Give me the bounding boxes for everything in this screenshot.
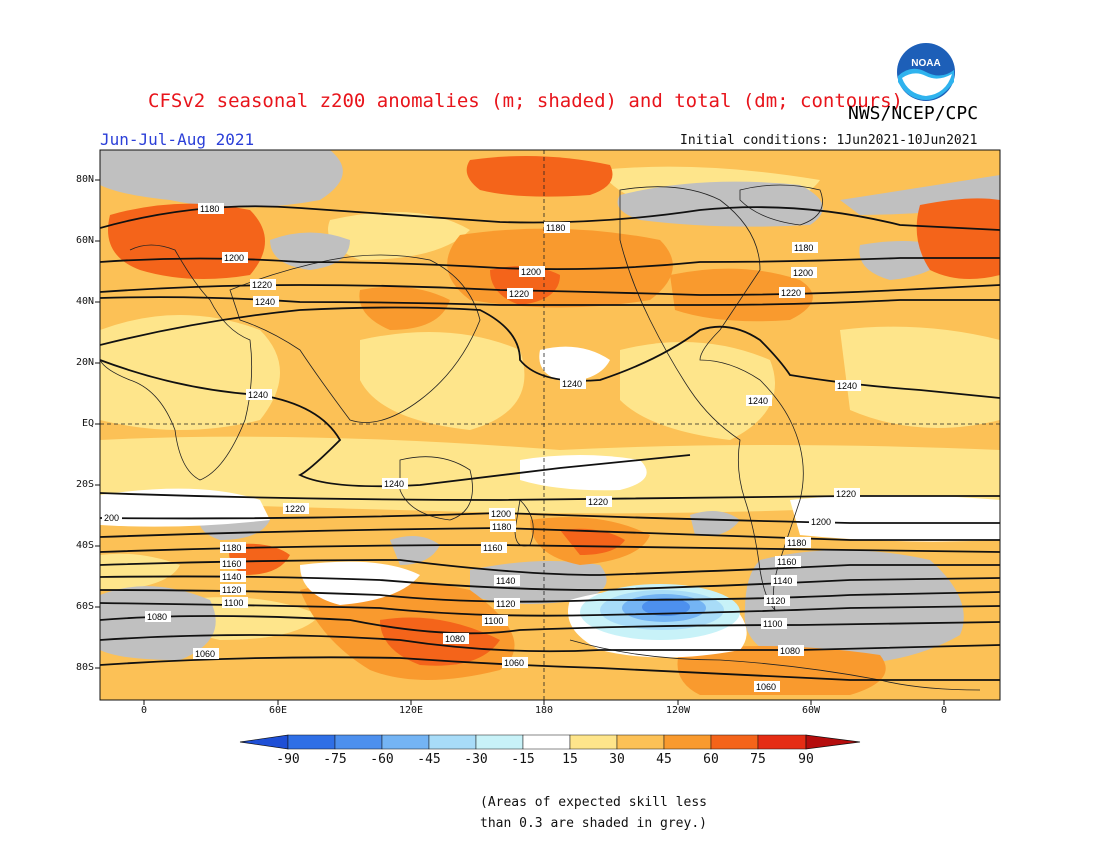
colorbar-label: 90 (798, 752, 814, 767)
colorbar-label: -45 (417, 752, 441, 767)
axis-ticks (95, 179, 945, 705)
contour-label: 1180 (546, 223, 565, 233)
contour-label: 1200 (811, 517, 831, 527)
lat-label: 40S (75, 540, 94, 551)
agency-label: NWS/NCEP/CPC (848, 103, 979, 124)
colorbar-swatch (663, 734, 712, 750)
contour-label: 1240 (837, 381, 857, 391)
contour-label: 1080 (780, 646, 800, 656)
contour-label: 1240 (562, 379, 582, 389)
lat-label: 80S (75, 662, 94, 673)
colorbar-label: 30 (609, 752, 625, 767)
contour-label: 1140 (773, 576, 792, 586)
contour-label: 200 (104, 513, 119, 523)
colorbar (239, 734, 861, 750)
chart-title: CFSv2 seasonal z200 anomalies (m; shaded… (148, 90, 903, 112)
contour-label: 1240 (384, 479, 404, 489)
colorbar-swatch (334, 734, 383, 750)
lon-label: 60W (801, 705, 821, 716)
colorbar-label: 45 (656, 752, 672, 767)
logo-text: NOAA (911, 58, 940, 69)
contour-label: 1180 (787, 538, 806, 548)
initial-conditions-label: Initial conditions: 1Jun2021-10Jun2021 (680, 133, 978, 148)
lat-label: 20N (75, 357, 94, 368)
colorbar-label: -75 (323, 752, 347, 767)
contour-label: 1100 (763, 619, 782, 629)
map-field (100, 150, 1000, 700)
contour-label: 1140 (496, 576, 515, 586)
logo-bird (902, 73, 952, 96)
colorbar-label: -90 (276, 752, 300, 767)
colorbar-swatch (428, 734, 477, 750)
contour-label: 1180 (222, 543, 241, 553)
colorbar-swatch (287, 734, 336, 750)
contour-label: 1200 (224, 253, 244, 263)
lat-label: 60N (75, 235, 94, 246)
contour-label: 1060 (504, 658, 524, 668)
colorbar-label: -15 (511, 752, 535, 767)
contour-label: 1220 (285, 504, 305, 514)
contour-label: 1200 (521, 267, 541, 277)
contour-label: 1160 (483, 543, 502, 553)
noaa-logo-icon: NOAA (897, 43, 955, 101)
lon-label: 60E (268, 705, 288, 716)
contour-label: 1120 (496, 599, 515, 609)
footnote-line-1: (Areas of expected skill less (480, 795, 707, 810)
lat-label: 20S (75, 479, 94, 490)
contour-label: 1220 (588, 497, 608, 507)
colorbar-swatch (475, 734, 524, 750)
colorbar-high-arrow (805, 734, 861, 750)
contour-label: 1220 (509, 289, 529, 299)
contour-label: 1220 (781, 288, 801, 298)
contour-label: 1180 (492, 522, 511, 532)
contour-label: 1180 (794, 243, 813, 253)
colorbar-label: 60 (703, 752, 719, 767)
lat-label: EQ (81, 418, 94, 429)
colorbar-swatch (381, 734, 430, 750)
contour-label: 1100 (224, 598, 243, 608)
contour-label: 1080 (147, 612, 167, 622)
colorbar-label: -30 (464, 752, 488, 767)
contour-label: 1240 (248, 390, 268, 400)
lon-label: 0 (940, 705, 948, 716)
colorbar-swatch (757, 734, 807, 750)
skill-footnote: (Areas of expected skill less than 0.3 a… (480, 792, 707, 834)
footnote-line-2: than 0.3 are shaded in grey.) (480, 816, 707, 831)
contour-label: 1060 (195, 649, 215, 659)
contour-label: 1200 (491, 509, 511, 519)
colorbar-swatch (569, 734, 618, 750)
contour-label: 1160 (777, 557, 796, 567)
lat-label: 80N (75, 174, 94, 185)
contour-label: 1240 (748, 396, 768, 406)
map-frame (99, 149, 1001, 701)
colorbar-low-arrow (239, 734, 289, 750)
lon-label: 120W (665, 705, 691, 716)
contour-label: 1220 (836, 489, 856, 499)
contour-label: 1100 (484, 616, 503, 626)
colorbar-label: -60 (370, 752, 394, 767)
contour-label: 1200 (793, 268, 813, 278)
colorbar-swatch (710, 734, 759, 750)
lon-label: 120E (398, 705, 424, 716)
contour-label: 1160 (222, 559, 241, 569)
season-label: Jun-Jul-Aug 2021 (100, 130, 255, 149)
colorbar-label: 75 (750, 752, 766, 767)
colorbar-label: 15 (562, 752, 578, 767)
contour-label: 1220 (252, 280, 272, 290)
lat-label: 60S (75, 601, 94, 612)
contour-label: 1240 (255, 297, 275, 307)
lat-label: 40N (75, 296, 94, 307)
contour-label: 1120 (766, 596, 785, 606)
contour-label: 1120 (222, 585, 241, 595)
contour-label: 1080 (445, 634, 465, 644)
contour-label: 1140 (222, 572, 241, 582)
contour-label: 1180 (200, 204, 219, 214)
colorbar-swatch (522, 734, 571, 750)
lon-label: 0 (140, 705, 148, 716)
lon-label: 180 (534, 705, 554, 716)
contour-label: 1060 (756, 682, 776, 692)
colorbar-swatch (616, 734, 665, 750)
contour-labels: 1180 1200 1220 1240 1180 1200 1220 1180 … (102, 203, 861, 692)
